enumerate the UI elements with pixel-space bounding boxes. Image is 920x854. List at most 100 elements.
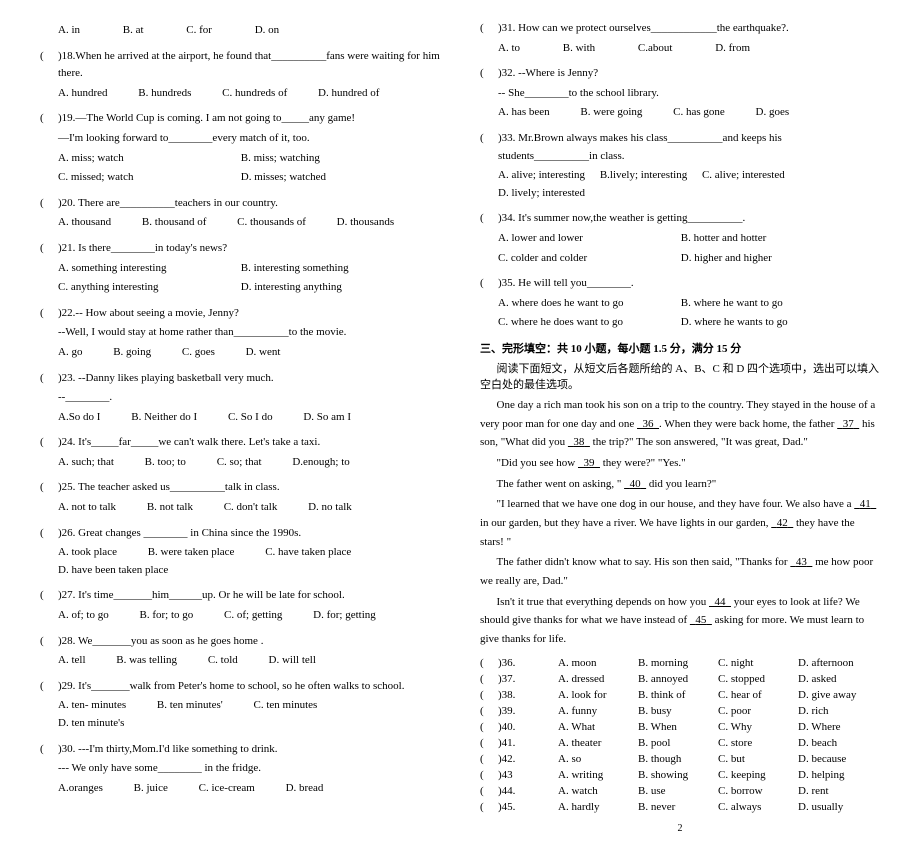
q34: ( )34. It's summer now,the weather is ge…	[480, 210, 880, 267]
paren: (	[480, 275, 498, 293]
opt: C. hundreds of	[222, 85, 287, 103]
opt: C. anything interesting	[58, 279, 238, 297]
paren: (	[480, 721, 498, 733]
blank-44: 44	[709, 596, 731, 608]
opt-a: A. What	[558, 721, 638, 733]
opt: C. for	[186, 22, 212, 40]
paren: (	[480, 705, 498, 717]
opt: C. ice-cream	[199, 780, 255, 798]
paren: (	[480, 689, 498, 701]
opt: A.oranges	[58, 780, 103, 798]
opt: C. of; getting	[224, 607, 282, 625]
q17-options: A. in B. at C. for D. on	[40, 22, 440, 40]
opt-a: A. writing	[558, 769, 638, 781]
opt: B.lively; interesting	[600, 167, 687, 185]
opt: D. goes	[756, 104, 790, 122]
q24: ( )24. It's_____far_____we can't walk th…	[40, 434, 440, 471]
opt-b: B. though	[638, 753, 718, 765]
stem: )28. We_______you as soon as he goes hom…	[58, 633, 440, 651]
stem-line2: --________.	[40, 389, 440, 407]
q22: ( )22.-- How about seeing a movie, Jenny…	[40, 305, 440, 362]
opt: A. of; to go	[58, 607, 109, 625]
num: )36.	[498, 657, 558, 669]
opt: A. lower and lower	[498, 230, 678, 248]
cloze-row: ()45.A. hardlyB. neverC. alwaysD. usuall…	[480, 801, 880, 813]
opt: D. interesting anything	[241, 279, 421, 297]
opt: D. So am I	[303, 409, 351, 427]
stem: )24. It's_____far_____we can't walk ther…	[58, 434, 440, 452]
num: )42.	[498, 753, 558, 765]
opt: A. something interesting	[58, 260, 238, 278]
cloze-row: ()37.A. dressedB. annoyedC. stoppedD. as…	[480, 673, 880, 685]
opt: D. for; getting	[313, 607, 376, 625]
q30: ( )30. ---I'm thirty,Mom.I'd like someth…	[40, 741, 440, 798]
opt-c: C. store	[718, 737, 798, 749]
opt: D. lively; interested	[498, 185, 585, 203]
opt-a: A. funny	[558, 705, 638, 717]
stem: )18.When he arrived at the airport, he f…	[58, 48, 440, 83]
opt-b: B. never	[638, 801, 718, 813]
blank-42: 42	[771, 517, 793, 529]
num: )41.	[498, 737, 558, 749]
opt-c: C. Why	[718, 721, 798, 733]
stem: )31. How can we protect ourselves_______…	[498, 20, 880, 38]
opt-d: D. afternoon	[798, 657, 878, 669]
q31: ( )31. How can we protect ourselves_____…	[480, 20, 880, 57]
blank-45: 45	[690, 614, 712, 626]
text: in our garden, but they have a river. We…	[480, 517, 771, 529]
cloze-row: ()41.A. theaterB. poolC. storeD. beach	[480, 737, 880, 749]
paren: (	[40, 195, 58, 213]
paren: (	[480, 65, 498, 83]
paren: (	[480, 801, 498, 813]
opt-b: B. morning	[638, 657, 718, 669]
blank-37: 37	[837, 418, 859, 430]
opt: C. missed; watch	[58, 169, 238, 187]
stem: )25. The teacher asked us__________talk …	[58, 479, 440, 497]
paren: (	[480, 673, 498, 685]
stem: )20. There are__________teachers in our …	[58, 195, 440, 213]
q25: ( )25. The teacher asked us__________tal…	[40, 479, 440, 516]
blank-41: 41	[854, 498, 876, 510]
blank-43: 43	[790, 556, 812, 568]
text: The father went on asking, "	[497, 478, 625, 490]
q19: ( )19.—The World Cup is coming. I am not…	[40, 110, 440, 186]
opt: B. miss; watching	[241, 150, 421, 168]
opt: B. were going	[580, 104, 642, 122]
opt: B. juice	[134, 780, 168, 798]
opt-b: B. busy	[638, 705, 718, 717]
opt: D. from	[715, 40, 750, 58]
stem: )23. --Danny likes playing basketball ve…	[58, 370, 440, 388]
opt-c: C. but	[718, 753, 798, 765]
opt: C. colder and colder	[498, 250, 678, 268]
opt: C. so; that	[217, 454, 262, 472]
paren: (	[40, 678, 58, 696]
page-number: 2	[480, 823, 880, 834]
opt-c: C. poor	[718, 705, 798, 717]
stem: )34. It's summer now,the weather is gett…	[498, 210, 880, 228]
paren: (	[40, 240, 58, 258]
num: )38.	[498, 689, 558, 701]
opt-a: A. hardly	[558, 801, 638, 813]
q21: ( )21. Is there________in today's news? …	[40, 240, 440, 297]
opt: C. has gone	[673, 104, 725, 122]
paren: (	[480, 210, 498, 228]
instruction: 阅读下面短文，从短文后各题所给的 A、B、C 和 D 四个选项中，选出可以填入空…	[480, 360, 880, 392]
opt-a: A. so	[558, 753, 638, 765]
opt: C. thousands of	[237, 214, 306, 232]
paren: (	[40, 525, 58, 543]
stem: )29. It's_______walk from Peter's home t…	[58, 678, 440, 696]
paren: (	[480, 785, 498, 797]
opt-b: B. When	[638, 721, 718, 733]
stem: )19.—The World Cup is coming. I am not g…	[58, 110, 440, 128]
paren: (	[40, 479, 58, 497]
cloze-row: ()44.A. watchB. useC. borrowD. rent	[480, 785, 880, 797]
opt: D. will tell	[269, 652, 316, 670]
q33: ( )33. Mr.Brown always makes his class__…	[480, 130, 880, 202]
num: )43	[498, 769, 558, 781]
stem: )22.-- How about seeing a movie, Jenny?	[58, 305, 440, 323]
cloze-options: ()36.A. moonB. morningC. nightD. afterno…	[480, 657, 880, 813]
num: )44.	[498, 785, 558, 797]
paren: (	[40, 110, 58, 128]
opt: A. alive; interesting	[498, 167, 585, 185]
opt-d: D. usually	[798, 801, 878, 813]
